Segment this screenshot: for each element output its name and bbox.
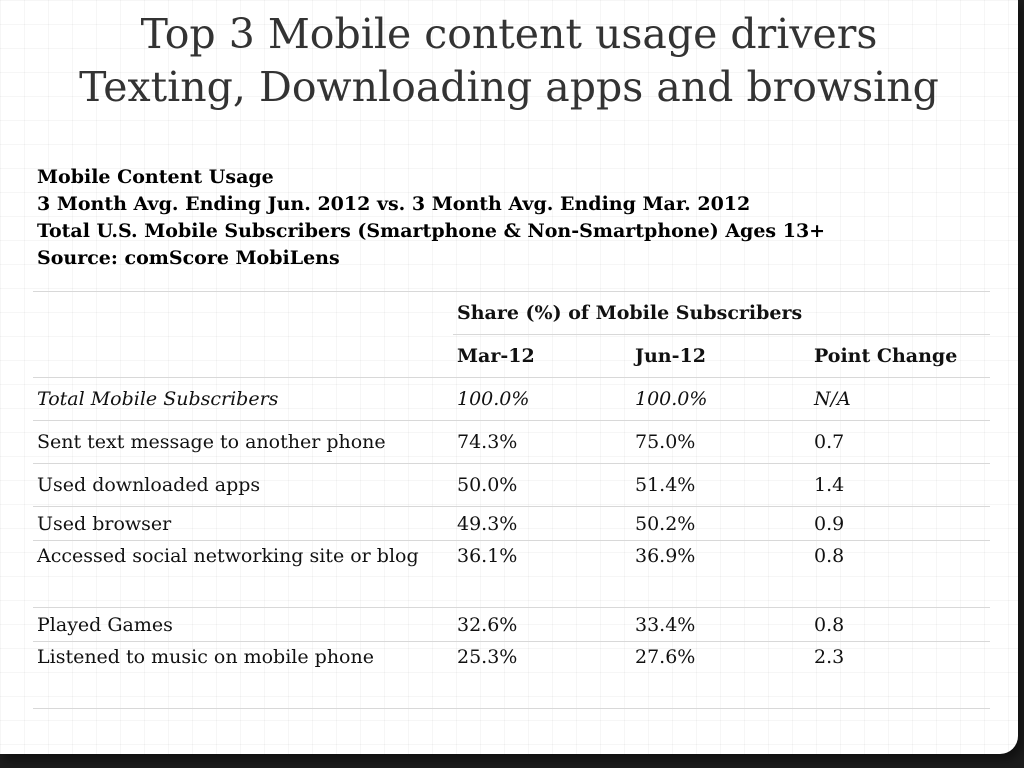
header-blank-cell — [33, 335, 453, 378]
row-label: Listened to music on mobile phone — [33, 641, 453, 709]
row-label: Sent text message to another phone — [33, 420, 453, 464]
group-header: Share (%) of Mobile Subscribers — [453, 291, 990, 335]
meta-population: Total U.S. Mobile Subscribers (Smartphon… — [37, 220, 826, 242]
table-row: Total Mobile Subscribers 100.0% 100.0% N… — [33, 377, 990, 421]
table-row: Played Games 32.6% 33.4% 0.8 — [33, 607, 990, 642]
cell-jun: 50.2% — [631, 506, 810, 541]
cell-mar: 74.3% — [453, 420, 631, 464]
cell-change: 1.4 — [810, 463, 990, 507]
column-header-mar: Mar-12 — [453, 334, 631, 378]
column-header-change: Point Change — [810, 334, 990, 378]
cell-mar: 49.3% — [453, 506, 631, 541]
row-label: Accessed social networking site or blog — [33, 540, 453, 608]
table-row: Sent text message to another phone 74.3%… — [33, 420, 990, 464]
cell-mar: 32.6% — [453, 607, 631, 642]
cell-mar: 36.1% — [453, 540, 631, 608]
table-group-header-row: Share (%) of Mobile Subscribers — [33, 291, 990, 335]
table-row: Used downloaded apps 50.0% 51.4% 1.4 — [33, 463, 990, 507]
meta-period: 3 Month Avg. Ending Jun. 2012 vs. 3 Mont… — [37, 193, 751, 215]
slide: Top 3 Mobile content usage drivers Texti… — [0, 0, 1018, 754]
cell-jun: 100.0% — [631, 377, 810, 421]
row-label: Used downloaded apps — [33, 463, 453, 507]
cell-jun: 51.4% — [631, 463, 810, 507]
cell-change: 0.9 — [810, 506, 990, 541]
table-metadata: Mobile Content Usage 3 Month Avg. Ending… — [37, 164, 825, 272]
table-row: Used browser 49.3% 50.2% 0.9 — [33, 506, 990, 541]
row-label: Used browser — [33, 506, 453, 541]
title-line-2: Texting, Downloading apps and browsing — [79, 63, 939, 111]
row-label: Total Mobile Subscribers — [33, 377, 453, 421]
meta-heading: Mobile Content Usage — [37, 166, 274, 188]
cell-jun: 36.9% — [631, 540, 810, 608]
cell-jun: 75.0% — [631, 420, 810, 464]
table-column-header-row: Mar-12 Jun-12 Point Change — [33, 334, 990, 378]
cell-change: N/A — [810, 377, 990, 421]
usage-table: Share (%) of Mobile Subscribers Mar-12 J… — [33, 291, 990, 709]
cell-change: 0.8 — [810, 540, 990, 608]
cell-mar: 100.0% — [453, 377, 631, 421]
cell-mar: 50.0% — [453, 463, 631, 507]
header-blank-cell — [33, 291, 453, 335]
cell-change: 0.8 — [810, 607, 990, 642]
cell-mar: 25.3% — [453, 641, 631, 709]
cell-change: 0.7 — [810, 420, 990, 464]
meta-source: Source: comScore MobiLens — [37, 247, 340, 269]
cell-change: 2.3 — [810, 641, 990, 709]
row-label: Played Games — [33, 607, 453, 642]
title-line-1: Top 3 Mobile content usage drivers — [140, 10, 878, 58]
cell-jun: 33.4% — [631, 607, 810, 642]
table-row: Listened to music on mobile phone 25.3% … — [33, 641, 990, 709]
table-row: Accessed social networking site or blog … — [33, 540, 990, 608]
column-header-jun: Jun-12 — [631, 334, 810, 378]
cell-jun: 27.6% — [631, 641, 810, 709]
slide-title: Top 3 Mobile content usage drivers Texti… — [0, 8, 1018, 114]
